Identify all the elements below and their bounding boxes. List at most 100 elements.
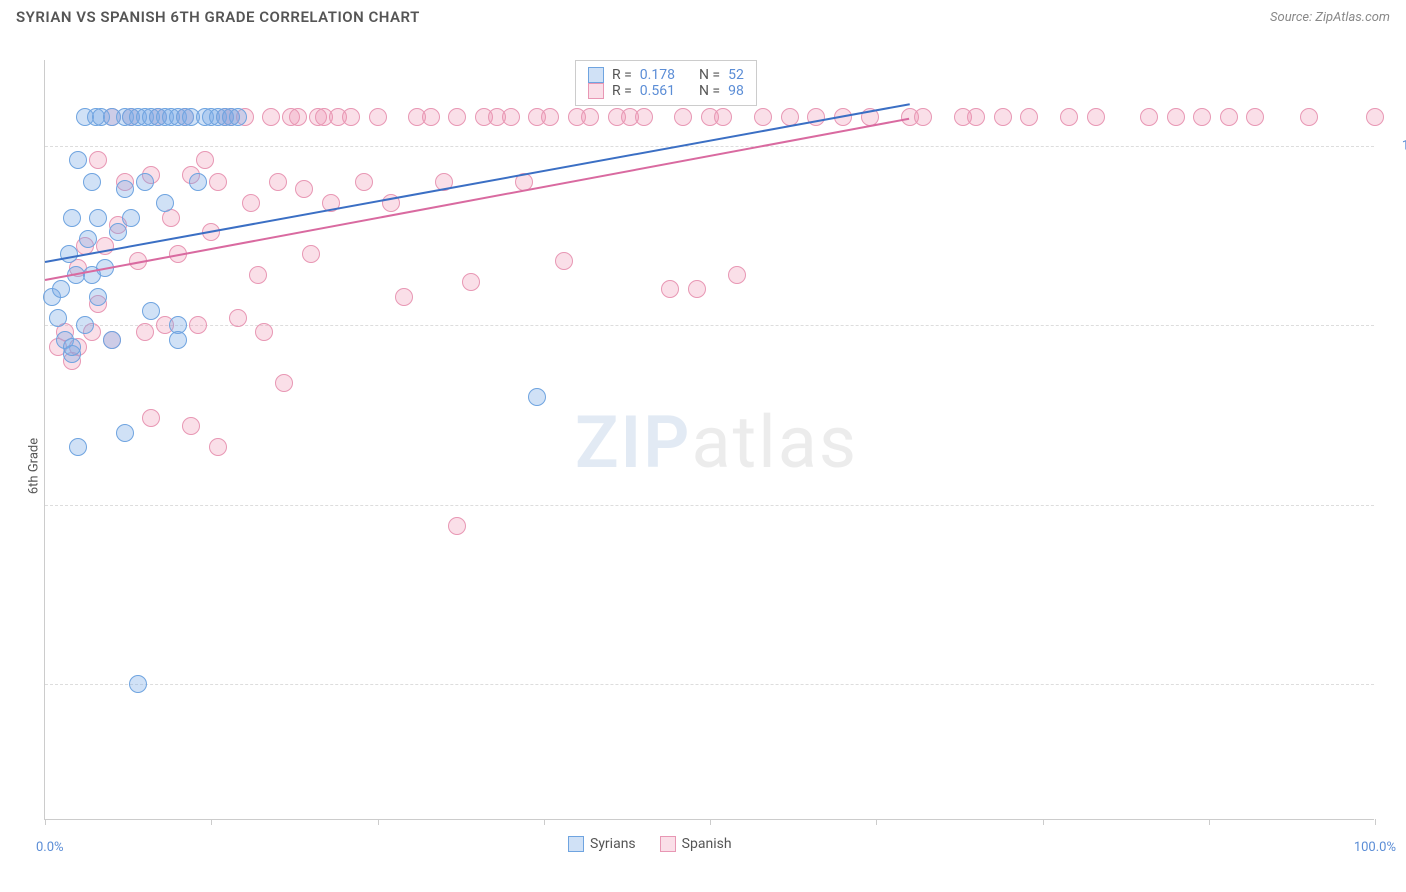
data-point-spanish [635, 108, 653, 126]
data-point-spanish [754, 108, 772, 126]
gridline-h [45, 325, 1374, 326]
swatch-syrians [588, 67, 604, 83]
data-point-spanish [1020, 108, 1038, 126]
data-point-spanish [1167, 108, 1185, 126]
r-value-spanish: 0.561 [640, 83, 675, 99]
data-point-syrians [103, 331, 121, 349]
x-tick-mark [378, 819, 379, 825]
data-point-spanish [196, 151, 214, 169]
trend-line-syrians [45, 103, 910, 263]
data-point-syrians [49, 309, 67, 327]
chart-title: SYRIAN VS SPANISH 6TH GRADE CORRELATION … [16, 8, 420, 26]
legend-label-spanish: Spanish [682, 836, 732, 852]
data-point-spanish [541, 108, 559, 126]
x-tick-mark [1375, 819, 1376, 825]
data-point-spanish [249, 266, 267, 284]
stats-legend-box: R = 0.178 N = 52 R = 0.561 N = 98 [575, 60, 757, 106]
data-point-syrians [116, 424, 134, 442]
data-point-spanish [688, 280, 706, 298]
x-tick-mark [876, 819, 877, 825]
plot-area: ZIPatlas 92.5%95.0%97.5%100.0% R = 0.178… [44, 60, 1374, 820]
data-point-spanish [355, 173, 373, 191]
data-point-spanish [967, 108, 985, 126]
y-axis-label: 6th Grade [27, 438, 42, 494]
data-point-syrians [69, 151, 87, 169]
watermark-zip: ZIP [575, 400, 691, 485]
x-tick-mark [544, 819, 545, 825]
data-point-spanish [262, 108, 280, 126]
data-point-syrians [116, 180, 134, 198]
legend-item-syrians: Syrians [568, 836, 636, 852]
data-point-spanish [302, 245, 320, 263]
data-point-spanish [555, 252, 573, 270]
data-point-spanish [661, 280, 679, 298]
data-point-syrians [79, 230, 97, 248]
data-point-syrians [229, 108, 247, 126]
data-point-spanish [807, 108, 825, 126]
data-point-syrians [528, 388, 546, 406]
y-tick-label: 92.5% [1384, 676, 1406, 691]
n-label-syrians: N = [699, 67, 720, 83]
r-value-syrians: 0.178 [640, 67, 675, 83]
watermark-atlas: atlas [691, 400, 858, 485]
data-point-spanish [242, 194, 260, 212]
legend-swatch-syrians [568, 836, 584, 852]
data-point-spanish [189, 316, 207, 334]
data-point-spanish [448, 108, 466, 126]
data-point-spanish [369, 108, 387, 126]
data-point-spanish [395, 288, 413, 306]
legend-item-spanish: Spanish [660, 836, 732, 852]
x-tick-mark [1043, 819, 1044, 825]
data-point-spanish [1220, 108, 1238, 126]
y-tick-label: 100.0% [1384, 139, 1406, 154]
data-point-syrians [63, 338, 81, 356]
data-point-syrians [136, 173, 154, 191]
data-point-syrians [60, 245, 78, 263]
data-point-spanish [1193, 108, 1211, 126]
n-value-spanish: 98 [728, 83, 744, 99]
trend-line-spanish [45, 117, 910, 280]
stats-row-spanish: R = 0.561 N = 98 [588, 83, 744, 99]
data-point-syrians [76, 316, 94, 334]
data-point-spanish [269, 173, 287, 191]
data-point-spanish [255, 323, 273, 341]
n-value-syrians: 52 [728, 67, 744, 83]
data-point-syrians [89, 209, 107, 227]
swatch-spanish [588, 83, 604, 99]
data-point-syrians [189, 173, 207, 191]
x-tick-mark [1209, 819, 1210, 825]
data-point-spanish [289, 108, 307, 126]
data-point-spanish [89, 151, 107, 169]
data-point-spanish [1087, 108, 1105, 126]
data-point-spanish [1140, 108, 1158, 126]
data-point-syrians [69, 438, 87, 456]
stats-row-syrians: R = 0.178 N = 52 [588, 67, 744, 83]
x-tick-mark [45, 819, 46, 825]
data-point-spanish [1246, 108, 1264, 126]
y-tick-label: 95.0% [1384, 497, 1406, 512]
data-point-syrians [83, 173, 101, 191]
data-point-spanish [229, 309, 247, 327]
data-point-syrians [122, 209, 140, 227]
r-label-spanish: R = [612, 83, 632, 99]
x-axis-max-label: 100.0% [1354, 840, 1396, 855]
r-label-syrians: R = [612, 67, 632, 83]
data-point-syrians [156, 194, 174, 212]
data-point-syrians [169, 331, 187, 349]
data-point-spanish [209, 438, 227, 456]
data-point-syrians [109, 223, 127, 241]
n-label-spanish: N = [699, 83, 720, 99]
data-point-spanish [275, 374, 293, 392]
x-tick-mark [211, 819, 212, 825]
data-point-spanish [448, 517, 466, 535]
bottom-legend: Syrians Spanish [568, 836, 732, 852]
data-point-spanish [136, 323, 154, 341]
data-point-syrians [129, 675, 147, 693]
data-point-spanish [728, 266, 746, 284]
data-point-spanish [914, 108, 932, 126]
data-point-spanish [674, 108, 692, 126]
gridline-h [45, 684, 1374, 685]
data-point-spanish [581, 108, 599, 126]
data-point-spanish [1300, 108, 1318, 126]
data-point-spanish [714, 108, 732, 126]
